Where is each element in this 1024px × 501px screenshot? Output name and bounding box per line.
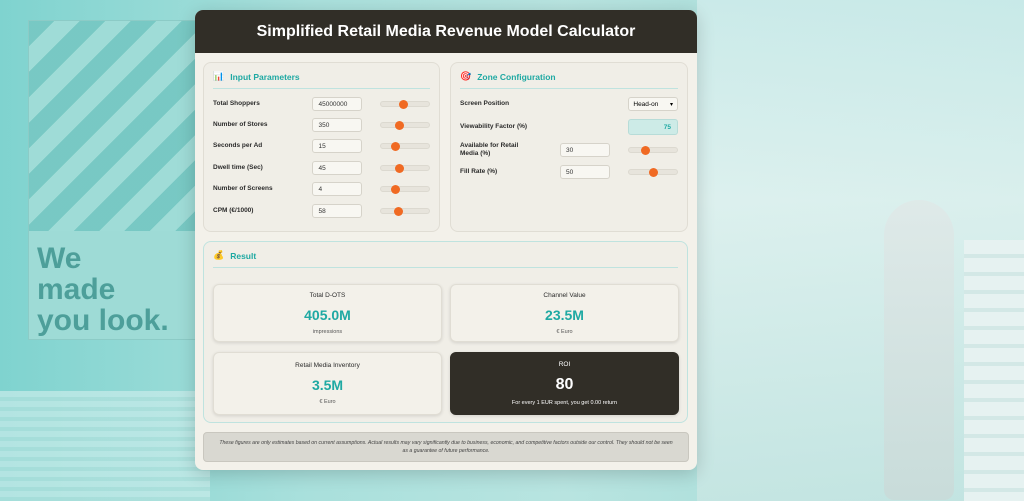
seconds-per-ad-slider[interactable] (380, 141, 430, 151)
field-number-of-stores: Number of Stores 350 (213, 117, 430, 133)
screen-position-select[interactable]: Head-on ▾ (628, 97, 678, 111)
label-available-retail-media: Available for Retail Media (%) (460, 142, 519, 157)
total-shoppers-slider[interactable] (380, 99, 430, 109)
slider-thumb[interactable] (391, 141, 401, 151)
label-dwell-time: Dwell time (Sec) (213, 164, 263, 171)
slider-thumb[interactable] (391, 184, 401, 194)
input-parameters-title: Input Parameters (230, 71, 300, 82)
background-person (884, 200, 954, 500)
slider-thumb[interactable] (640, 145, 650, 155)
slogan-line-2: made (37, 273, 116, 306)
fill-rate-input[interactable]: 50 (560, 165, 610, 179)
field-seconds-per-ad: Seconds per Ad 15 (213, 138, 430, 154)
retail-media-inventory-card: Retail Media Inventory 3.5M € Euro (213, 352, 442, 415)
label-viewability: Viewability Factor (%) (460, 123, 528, 130)
field-fill-rate: Fill Rate (%) 50 (460, 164, 678, 180)
available-retail-media-slider[interactable] (628, 145, 678, 155)
label-seconds-per-ad: Seconds per Ad (213, 142, 263, 149)
total-dots-card: Total D-OTS 405.0M impressions (213, 284, 442, 342)
slider-thumb[interactable] (395, 163, 405, 173)
dwell-time-slider[interactable] (380, 163, 430, 173)
slogan-line-1: We (37, 242, 82, 275)
viewability-value: 75 (628, 119, 678, 135)
billboard-pattern (29, 21, 204, 231)
dwell-time-input[interactable]: 45 (312, 161, 363, 175)
roi-card: ROI 80 For every 1 EUR spent, you get 0.… (450, 352, 679, 415)
label-cpm: CPM (€/1000) (213, 207, 254, 214)
label-number-of-screens: Number of Screens (213, 185, 273, 192)
roi-value: 80 (555, 376, 574, 393)
channel-value-card: Channel Value 23.5M € Euro (450, 284, 679, 342)
slider-thumb[interactable] (394, 120, 404, 130)
target-icon: 🎯 (460, 71, 472, 81)
background-shelves (0, 391, 210, 501)
slogan-line-3: you look. (37, 304, 169, 337)
page-title: Simplified Retail Media Revenue Model Ca… (195, 10, 697, 53)
disclaimer-text: These figures are only estimates based o… (203, 432, 689, 462)
inventory-label: Retail Media Inventory (295, 362, 360, 369)
field-viewability: Viewability Factor (%) 75 (460, 118, 678, 136)
total-shoppers-input[interactable]: 45000000 (312, 97, 363, 111)
roi-description: For every 1 EUR spent, you get 0.00 retu… (511, 400, 618, 406)
field-total-shoppers: Total Shoppers 45000000 (213, 96, 430, 112)
result-header: 💰 Result (213, 242, 678, 268)
seconds-per-ad-input[interactable]: 15 (312, 139, 363, 153)
number-of-screens-input[interactable]: 4 (312, 182, 363, 196)
screen-position-value: Head-on (633, 100, 659, 108)
slider-thumb[interactable] (648, 167, 658, 177)
channel-value-label: Channel Value (543, 291, 586, 299)
input-parameters-panel: 📊 Input Parameters Total Shoppers 450000… (203, 62, 440, 232)
label-fill-rate: Fill Rate (%) (460, 168, 498, 175)
billboard-slogan: We made you look. (37, 243, 169, 336)
label-total-shoppers: Total Shoppers (213, 100, 260, 107)
channel-value-value: 23.5M (545, 306, 584, 323)
bar-chart-icon: 📊 (213, 71, 225, 81)
zone-configuration-panel: 🎯 Zone Configuration Screen Position Hea… (450, 62, 688, 232)
number-of-stores-input[interactable]: 350 (312, 118, 363, 132)
field-available-retail-media: Available for Retail Media (%) 30 (460, 141, 678, 159)
number-of-screens-slider[interactable] (380, 184, 430, 194)
chevron-down-icon: ▾ (669, 101, 673, 108)
result-panel: 💰 Result Total D-OTS 405.0M impressions … (203, 241, 688, 423)
fill-rate-slider[interactable] (628, 167, 678, 177)
channel-value-unit: € Euro (556, 328, 573, 335)
inventory-unit: € Euro (319, 399, 336, 405)
result-title: Result (230, 250, 257, 261)
total-dots-unit: impressions (312, 328, 343, 335)
total-dots-label: Total D-OTS (309, 291, 346, 299)
available-retail-media-input[interactable]: 30 (560, 143, 610, 157)
field-number-of-screens: Number of Screens 4 (213, 181, 430, 197)
label-number-of-stores: Number of Stores (213, 121, 268, 128)
inventory-value: 3.5M (311, 377, 344, 393)
label-screen-position: Screen Position (460, 100, 510, 107)
zone-configuration-header: 🎯 Zone Configuration (460, 63, 678, 89)
cpm-slider[interactable] (380, 206, 430, 216)
roi-label: ROI (558, 361, 571, 368)
zone-configuration-title: Zone Configuration (477, 71, 556, 82)
slider-thumb[interactable] (394, 206, 404, 216)
field-dwell-time: Dwell time (Sec) 45 (213, 160, 430, 176)
cpm-input[interactable]: 58 (312, 204, 363, 218)
total-dots-value: 405.0M (304, 306, 351, 323)
slider-thumb[interactable] (398, 99, 408, 109)
background-shelf-right (964, 240, 1024, 501)
number-of-stores-slider[interactable] (380, 120, 430, 130)
field-cpm: CPM (€/1000) 58 (213, 203, 430, 219)
input-parameters-header: 📊 Input Parameters (213, 63, 430, 89)
background-billboard: We made you look. (28, 20, 204, 340)
money-bag-icon: 💰 (213, 250, 225, 260)
field-screen-position: Screen Position Head-on ▾ (460, 96, 678, 112)
calculator-card: Simplified Retail Media Revenue Model Ca… (195, 10, 697, 470)
